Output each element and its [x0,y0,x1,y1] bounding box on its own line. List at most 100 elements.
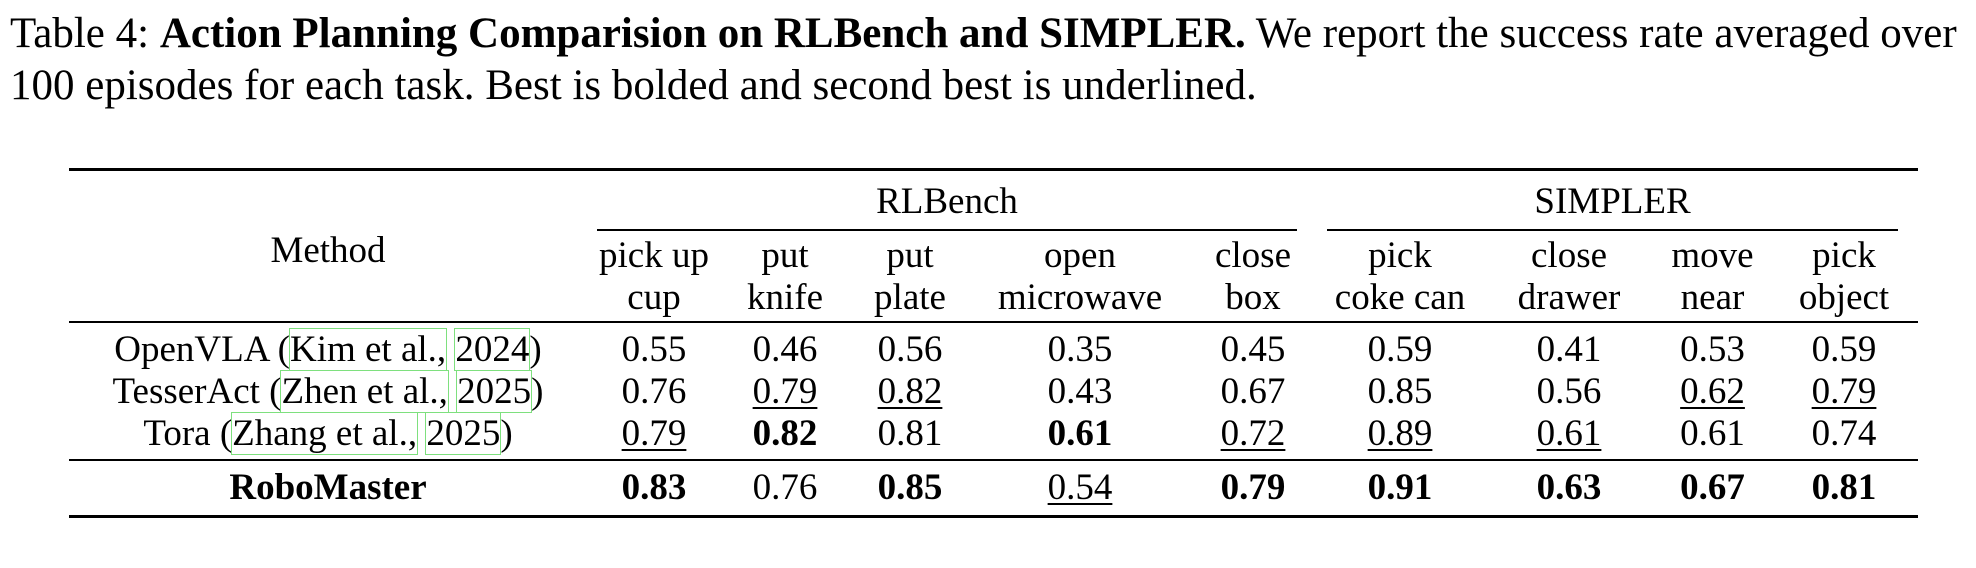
value-cell: 0.67 [1189,371,1317,413]
value: 0.81 [877,413,943,454]
value: 0.74 [1811,413,1877,454]
column-header: close box [1189,231,1318,323]
column-header-line: drawer [1517,277,1621,318]
value: 0.76 [752,467,818,508]
value: 0.56 [877,329,943,370]
value-cell: 0.72 [1189,413,1317,460]
value: 0.61 [1536,413,1602,454]
value: 0.89 [1367,413,1433,454]
value-cell: 0.45 [1189,322,1317,371]
caption-title: Action Planning Comparision on RLBench a… [159,10,1246,57]
value-cell: 0.61 [971,413,1189,460]
value: 0.59 [1367,329,1433,370]
header-row: Method RLBench SIMPLER [69,168,1919,323]
value-cell: 0.82 [849,371,971,413]
citation-link[interactable]: 2025 [456,370,533,413]
value: 0.85 [1367,371,1433,412]
value: 0.54 [1047,467,1113,508]
column-header-line: box [1225,277,1281,318]
table-row: Tora Zhang et al., 2025 0.79 0.82 0.81 0.61 0… [69,412,1918,460]
group-header: SIMPLER [1317,168,1919,231]
value-cell: 0.81 [1770,459,1919,518]
value-cell: 0.55 [587,322,721,371]
citation: Zhang et al., 2025 [220,412,513,455]
value: 0.56 [1536,371,1602,412]
value: 0.61 [1680,413,1745,454]
value: 0.85 [877,467,943,508]
group-header: RLBench [587,168,1318,231]
value-cell: 0.56 [849,322,971,371]
value: 0.79 [1811,371,1877,412]
value-cell: 0.63 [1483,459,1656,518]
column-header-line: close [1531,235,1608,276]
citation-link[interactable]: Kim et al., [288,328,448,371]
value: 0.67 [1220,371,1286,412]
citation-link[interactable]: Zhen et al., [280,370,449,413]
method-cell: Tora Zhang et al., 2025 [69,412,587,460]
method-cell: OpenVLA Kim et al., 2024 [69,322,587,371]
column-header: pick coke can [1317,231,1484,323]
method-name: Tora [143,413,211,454]
value-cell: 0.74 [1770,413,1918,460]
value-cell: 0.53 [1655,322,1770,371]
value-cell: 0.59 [1317,322,1483,371]
value: 0.79 [752,371,818,412]
value-cell: 0.89 [1317,413,1483,460]
method-name: RoboMaster [229,467,427,508]
value-cell: 0.85 [1317,371,1483,413]
value: 0.53 [1680,329,1745,370]
value-cell: 0.79 [1770,371,1918,413]
method-name: OpenVLA [114,329,269,370]
value-cell: 0.56 [1483,371,1655,413]
value: 0.76 [621,371,687,412]
value: 0.79 [621,413,687,454]
method-name: TesserAct [112,371,260,412]
column-header-line: pick [1812,235,1876,276]
table-row: TesserAct Zhen et al., 2025 0.76 0.79 0.82 0… [69,370,1918,413]
value: 0.62 [1680,371,1745,412]
value-cell: 0.76 [587,371,721,413]
citation-link[interactable]: Zhang et al., [231,412,419,455]
citation-link[interactable]: 2025 [425,412,502,455]
column-header-line: close [1214,235,1292,276]
value-cell: 0.61 [1655,413,1770,460]
column-header-line: microwave [997,277,1163,318]
column-header-line: knife [746,277,824,318]
value-cell: 0.35 [971,322,1189,371]
column-header-line: put [761,235,809,276]
column-header: pick object [1770,231,1919,323]
column-header-line: coke can [1334,277,1466,318]
citation-link[interactable]: 2024 [454,328,531,371]
value: 0.63 [1536,467,1602,508]
value-cell: 0.79 [721,371,849,413]
value-cell: 0.46 [721,322,849,371]
value: 0.41 [1536,329,1602,370]
citation: Kim et al., 2024 [278,328,542,371]
value-cell: 0.79 [1189,459,1318,518]
value: 0.59 [1811,329,1877,370]
value-cell: 0.81 [849,413,971,460]
results-table: Method RLBench SIMPLER pick up cup put knife pu… [69,168,1919,518]
value-cell: 0.54 [971,459,1189,518]
column-header: move near [1655,231,1771,323]
table-row: RoboMaster 0.83 0.76 0.85 0.54 0.79 0.91 0.63 0.… [69,459,1919,518]
column-header-line: pick up [599,235,709,276]
value-cell: 0.91 [1317,459,1484,518]
value: 0.81 [1811,467,1877,508]
table-row: OpenVLA Kim et al., 2024 0.55 0.46 0.56 0.35… [69,322,1918,371]
value-cell: 0.62 [1655,371,1770,413]
value-cell: 0.85 [849,459,971,518]
column-header-line: near [1680,277,1745,318]
column-header: put plate [849,231,971,323]
group-name: RLBench [597,181,1298,231]
value: 0.72 [1220,413,1286,454]
value: 0.67 [1680,467,1745,508]
column-header-line: pick [1368,235,1432,276]
value: 0.91 [1367,467,1433,508]
column-header: open microwave [971,231,1189,323]
column-header-line: move [1671,235,1754,276]
method-header: Method [69,168,587,323]
value: 0.82 [877,371,943,412]
column-header-line: plate [874,277,946,318]
